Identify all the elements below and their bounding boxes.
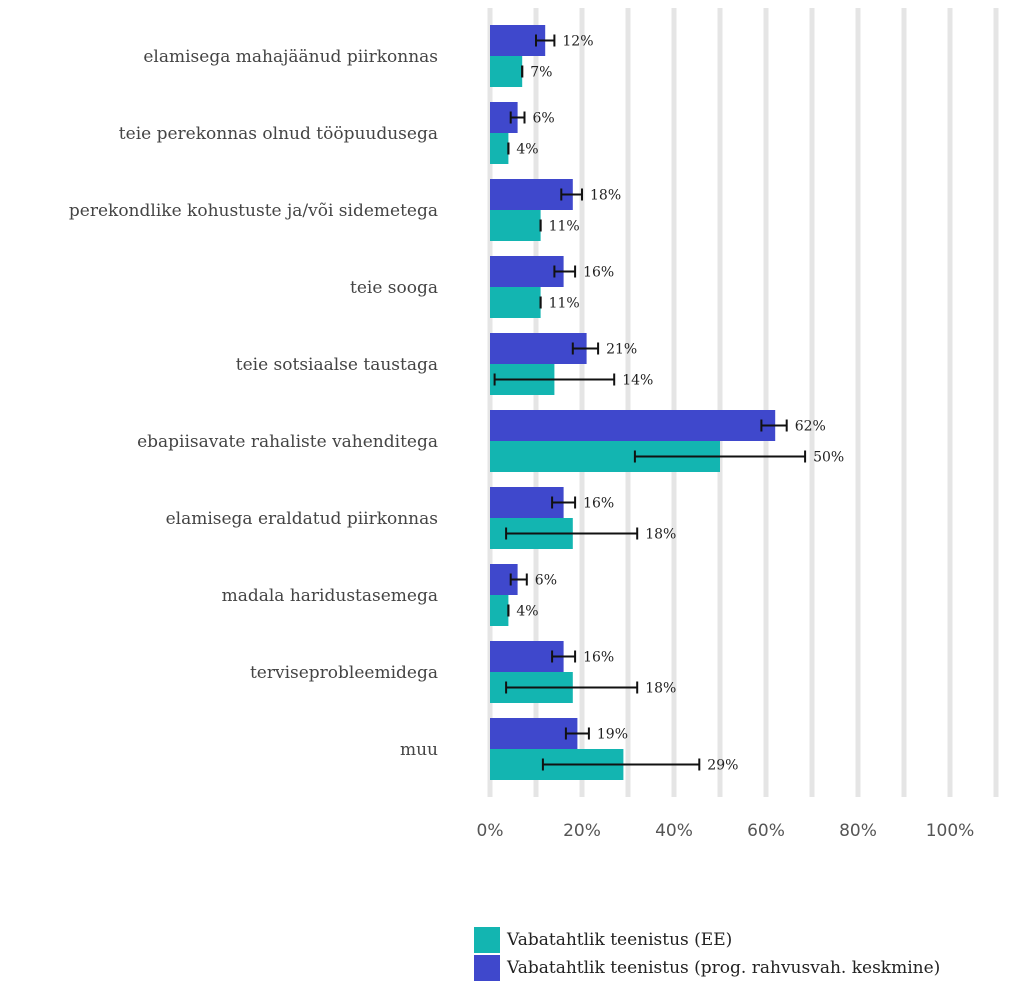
legend-item-ee: Vabatahtlik teenistus (EE) bbox=[474, 926, 940, 954]
category-label: madala haridustasemega bbox=[222, 586, 438, 606]
bar-international bbox=[490, 179, 573, 210]
legend-label-intl: Vabatahtlik teenistus (prog. rahvusvah. … bbox=[507, 958, 941, 978]
bar-ee bbox=[490, 210, 541, 241]
category-label: elamisega eraldatud piirkonnas bbox=[166, 509, 438, 529]
x-tick-label: 100% bbox=[926, 821, 975, 841]
bar-ee bbox=[490, 287, 541, 318]
data-label: 62% bbox=[795, 419, 826, 435]
data-label: 11% bbox=[549, 296, 580, 312]
bar-international bbox=[490, 256, 564, 287]
category-label: teie perekonnas olnud tööpuudusega bbox=[119, 124, 438, 144]
x-tick-label: 20% bbox=[563, 821, 601, 841]
category-label: perekondlike kohustuste ja/või sidemeteg… bbox=[69, 201, 438, 221]
x-tick-label: 0% bbox=[477, 821, 504, 841]
data-label: 29% bbox=[707, 758, 738, 774]
legend-swatch-intl bbox=[474, 955, 500, 981]
data-label: 16% bbox=[583, 496, 614, 512]
data-label: 50% bbox=[813, 450, 844, 466]
category-label: teie sooga bbox=[350, 278, 438, 298]
bar-international bbox=[490, 718, 578, 749]
bar-ee bbox=[490, 56, 523, 87]
data-label: 16% bbox=[583, 265, 614, 281]
data-label: 6% bbox=[533, 111, 555, 127]
bar-ee bbox=[490, 133, 509, 164]
data-label: 18% bbox=[645, 527, 676, 543]
bar-chart: 0% 20% 40% 60% 80% 100% elamisega mahajäänud p… bbox=[69, 8, 999, 841]
legend-label-ee: Vabatahtlik teenistus (EE) bbox=[507, 930, 733, 950]
category-label: teie sotsiaalse taustaga bbox=[236, 355, 438, 375]
data-label: 19% bbox=[597, 727, 628, 743]
legend-item-intl: Vabatahtlik teenistus (prog. rahvusvah. … bbox=[474, 954, 940, 982]
data-label: 7% bbox=[530, 65, 552, 81]
category-label: muu bbox=[400, 740, 438, 760]
data-label: 4% bbox=[516, 604, 538, 620]
legend: Vabatahtlik teenistus (EE) Vabatahtlik t… bbox=[474, 926, 940, 982]
data-label: 18% bbox=[645, 681, 676, 697]
data-label: 18% bbox=[590, 188, 621, 204]
category-label: ebapiisavate rahaliste vahenditega bbox=[137, 432, 438, 452]
data-label: 14% bbox=[622, 373, 653, 389]
bar-international bbox=[490, 410, 776, 441]
bar-international bbox=[490, 333, 587, 364]
data-label: 21% bbox=[606, 342, 637, 358]
data-label: 4% bbox=[516, 142, 538, 158]
category-label: terviseprobleemidega bbox=[250, 663, 438, 683]
x-tick-label: 60% bbox=[747, 821, 785, 841]
bar-ee bbox=[490, 595, 509, 626]
data-label: 12% bbox=[562, 34, 593, 50]
legend-swatch-ee bbox=[474, 927, 500, 953]
data-label: 6% bbox=[535, 573, 557, 589]
category-label: elamisega mahajäänud piirkonnas bbox=[143, 47, 438, 67]
x-tick-label: 40% bbox=[655, 821, 693, 841]
data-label: 16% bbox=[583, 650, 614, 666]
x-tick-label: 80% bbox=[839, 821, 877, 841]
data-label: 11% bbox=[549, 219, 580, 235]
